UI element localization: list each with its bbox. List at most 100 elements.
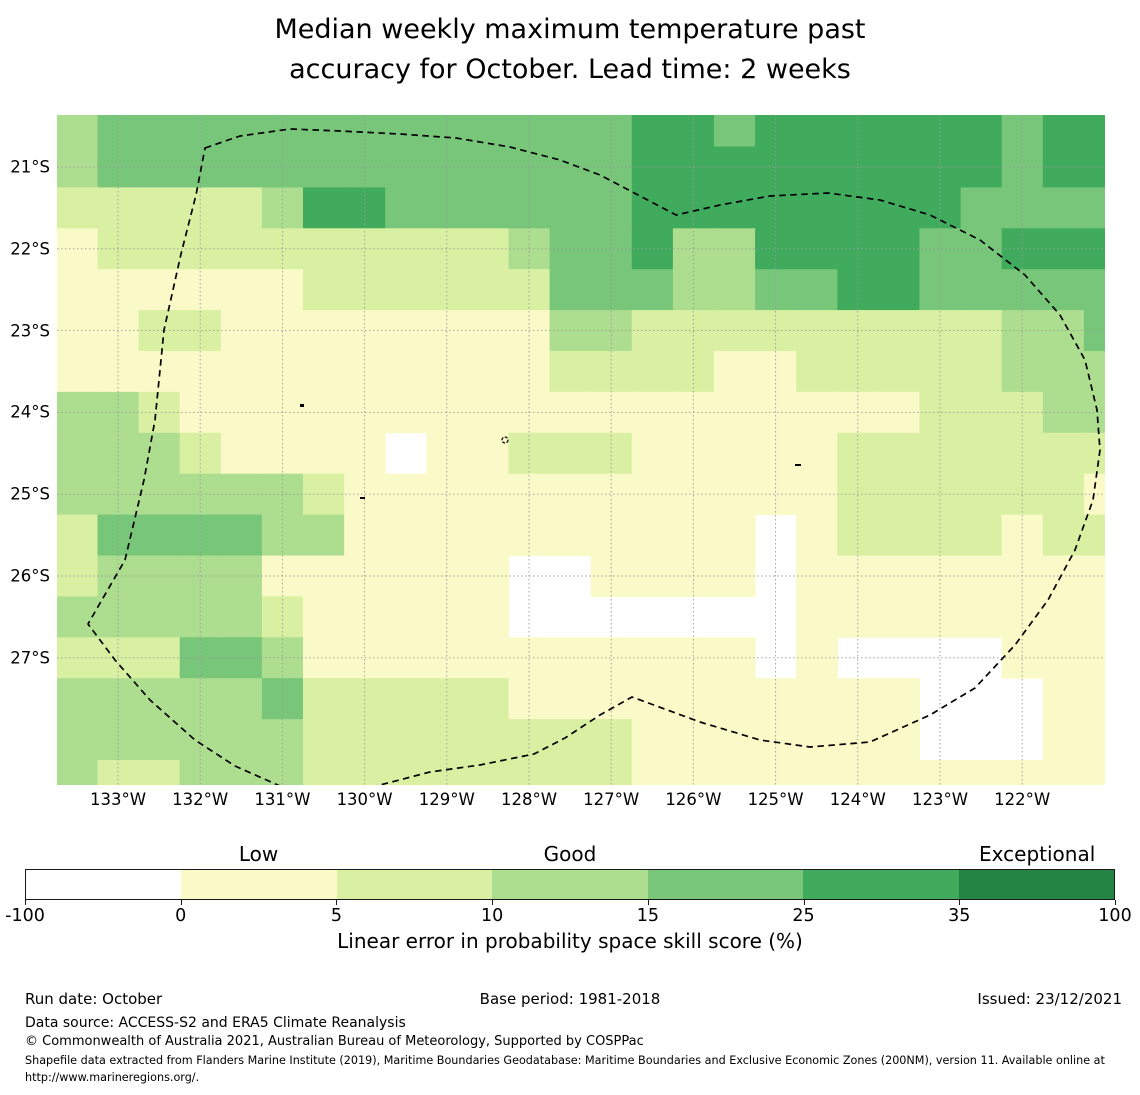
heatmap-cell bbox=[57, 514, 98, 556]
footer-shapefile-note: Shapefile data extracted from Flanders M… bbox=[25, 1054, 1105, 1085]
x-tick-label: 131°W bbox=[254, 790, 311, 809]
heatmap-cell bbox=[57, 596, 98, 638]
heatmap-cell bbox=[220, 596, 263, 638]
heatmap-cell bbox=[714, 555, 756, 597]
heatmap-cell bbox=[878, 514, 920, 556]
heatmap-cell bbox=[303, 596, 345, 638]
y-tick-label: 27°S bbox=[10, 648, 50, 668]
y-axis-labels: 21°S 22°S 23°S 24°S 25°S 26°S 27°S bbox=[0, 115, 52, 785]
heatmap-cell bbox=[385, 351, 427, 393]
heatmap-cell bbox=[467, 269, 509, 311]
heatmap-cell bbox=[303, 514, 345, 556]
heatmap-cell bbox=[960, 514, 1003, 556]
x-tick-label: 127°W bbox=[583, 790, 640, 809]
colorbar-tickmark bbox=[492, 900, 494, 905]
heatmap-cell bbox=[385, 115, 427, 147]
x-axis-labels: 133°W 132°W 131°W 130°W 129°W 128°W 127°W 126°W… bbox=[57, 790, 1105, 814]
heatmap-cell bbox=[796, 678, 838, 720]
heatmap-cell bbox=[631, 760, 674, 785]
heatmap-cell bbox=[138, 514, 181, 556]
heatmap-cell bbox=[344, 678, 386, 720]
heatmap-cell bbox=[631, 115, 674, 147]
skill-heatmap bbox=[57, 115, 1105, 785]
heatmap-cell bbox=[714, 115, 756, 147]
x-tick-label: 122°W bbox=[994, 790, 1051, 809]
heatmap-cell bbox=[303, 719, 345, 761]
colorbar-tick-label: 35 bbox=[948, 906, 971, 926]
footer-data-source: Data source: ACCESS-S2 and ERA5 Climate … bbox=[25, 1015, 406, 1031]
heatmap-cell bbox=[303, 187, 345, 229]
heatmap-cell bbox=[57, 678, 98, 720]
heatmap-cell bbox=[960, 432, 1003, 475]
small-map-mark bbox=[795, 464, 801, 466]
x-tick-label: 130°W bbox=[336, 790, 393, 809]
heatmap-cell bbox=[878, 351, 920, 393]
heatmap-cell bbox=[1042, 719, 1085, 761]
colorbar-tickmark bbox=[803, 900, 805, 905]
heatmap-cell bbox=[796, 514, 838, 556]
heatmap-cell bbox=[138, 269, 181, 311]
heatmap-cell bbox=[467, 187, 509, 229]
x-tick-label: 132°W bbox=[172, 790, 229, 809]
heatmap-cell bbox=[303, 269, 345, 311]
heatmap-cell bbox=[714, 473, 756, 516]
heatmap-cell bbox=[960, 596, 1003, 638]
colorbar-segment bbox=[958, 870, 1114, 899]
colorbar-category-label: Good bbox=[543, 842, 597, 866]
heatmap-cell bbox=[672, 678, 715, 720]
heatmap-cell bbox=[549, 514, 592, 556]
heatmap-cell bbox=[179, 678, 222, 720]
heatmap-cell bbox=[57, 269, 98, 311]
colorbar-tick-label: -100 bbox=[5, 906, 45, 926]
heatmap-cell bbox=[755, 678, 797, 720]
eez-boundary-outline bbox=[87, 128, 1101, 785]
heatmap-cell bbox=[261, 678, 304, 720]
heatmap-cell bbox=[960, 187, 1003, 229]
heatmap-cell bbox=[57, 115, 98, 147]
heatmap-cell bbox=[796, 596, 838, 638]
heatmap-cell bbox=[714, 269, 756, 311]
heatmap-cell bbox=[138, 760, 181, 785]
colorbar-segment bbox=[492, 870, 648, 899]
footer-run-date: Run date: October bbox=[25, 990, 163, 1008]
heatmap-cell bbox=[1083, 115, 1105, 147]
chart-title-line1: Median weekly maximum temperature past bbox=[274, 14, 866, 45]
heatmap-cell bbox=[385, 760, 427, 785]
heatmap-cell bbox=[1042, 596, 1085, 638]
heatmap-cell bbox=[1083, 351, 1105, 393]
heatmap-cell bbox=[631, 514, 674, 556]
heatmap-cell bbox=[1083, 187, 1105, 229]
heatmap-cell bbox=[57, 760, 98, 785]
small-island-outline bbox=[501, 436, 509, 444]
heatmap-cell bbox=[631, 269, 674, 311]
heatmap-cell bbox=[303, 760, 345, 785]
heatmap-cell bbox=[220, 719, 263, 761]
heatmap-cell bbox=[714, 351, 756, 393]
heatmap-cell bbox=[714, 391, 756, 434]
heatmap-cell bbox=[796, 719, 838, 761]
heatmap-cell bbox=[467, 596, 509, 638]
heatmap-cell bbox=[714, 637, 756, 679]
heatmap-cell bbox=[385, 596, 427, 638]
heatmap-cell bbox=[1042, 187, 1085, 229]
heatmap-cell bbox=[220, 678, 263, 720]
heatmap-cell bbox=[714, 146, 756, 188]
y-tick-label: 22°S bbox=[10, 239, 50, 259]
footer-issued-date: Issued: 23/12/2021 bbox=[977, 990, 1122, 1008]
heatmap-cell bbox=[261, 391, 304, 434]
heatmap-cell bbox=[631, 432, 674, 475]
heatmap-cell bbox=[1083, 269, 1105, 311]
heatmap-cell bbox=[714, 678, 756, 720]
heatmap-cell bbox=[714, 187, 756, 229]
small-map-mark bbox=[300, 404, 304, 407]
heatmap-cell bbox=[796, 351, 838, 393]
colorbar-tickmark bbox=[25, 900, 26, 905]
heatmap-cell bbox=[303, 678, 345, 720]
x-tick-label: 126°W bbox=[665, 790, 722, 809]
colorbar-segment bbox=[181, 870, 337, 899]
heatmap-cell bbox=[1042, 678, 1085, 720]
small-map-mark bbox=[360, 497, 365, 499]
colorbar-axis-label: Linear error in probability space skill … bbox=[337, 929, 803, 953]
heatmap-cell bbox=[220, 351, 263, 393]
heatmap-cell bbox=[220, 187, 263, 229]
